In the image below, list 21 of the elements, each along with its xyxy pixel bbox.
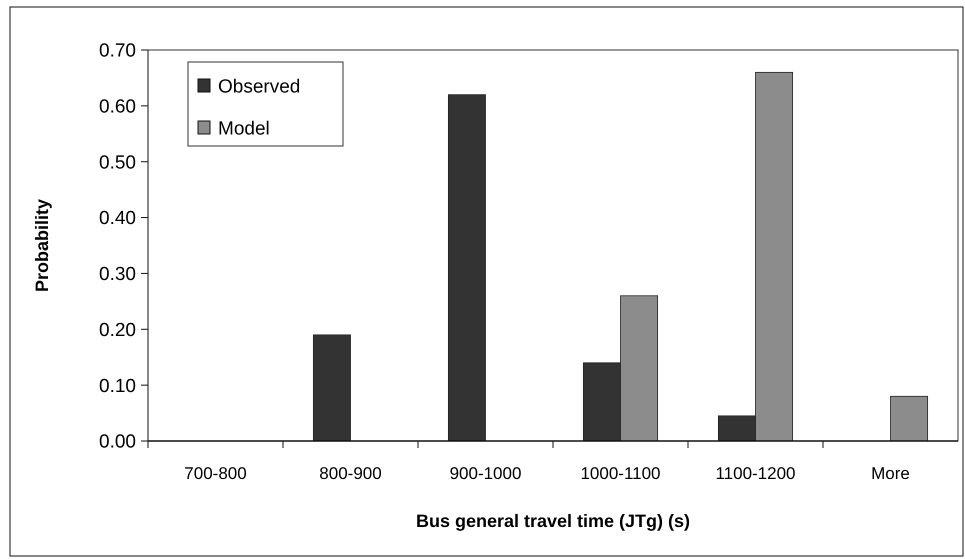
x-tick-label: 1000-1100 <box>580 464 661 483</box>
y-tick-label: 0.20 <box>99 320 136 341</box>
bar <box>890 396 928 442</box>
y-tick-label: 0.40 <box>99 208 136 230</box>
y-tick-label: 0.60 <box>99 96 136 118</box>
y-tick-label: 0.30 <box>99 264 136 286</box>
x-tick-label: 1100-1200 <box>715 464 796 483</box>
x-tick-label: 800-900 <box>319 464 382 483</box>
legend-label: Model <box>218 118 270 140</box>
bar <box>312 334 351 442</box>
y-tick-label: 0.10 <box>99 376 136 397</box>
y-tick-label: 0.70 <box>99 40 136 62</box>
x-axis-title: Bus general travel time (JTg) (s) <box>416 511 690 531</box>
x-tick-label: 700-800 <box>184 464 247 483</box>
bar <box>448 94 486 442</box>
legend-label: Observed <box>218 76 300 98</box>
x-tick-label: More <box>871 464 910 483</box>
y-tick-label: 0.00 <box>99 432 136 453</box>
x-tick-label: 900-1000 <box>450 464 522 483</box>
y-tick-label: 0.50 <box>99 152 136 174</box>
y-axis-title: Probability <box>32 198 52 292</box>
